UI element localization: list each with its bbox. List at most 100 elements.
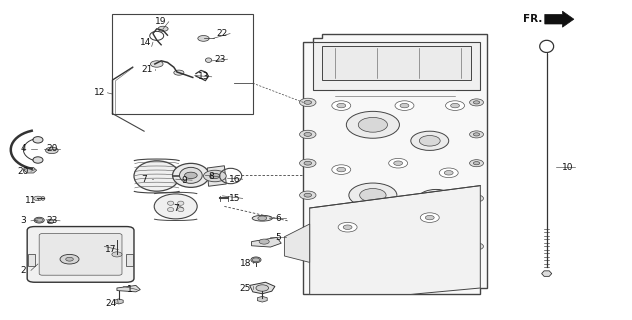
Circle shape <box>300 130 316 139</box>
Circle shape <box>451 103 459 108</box>
Circle shape <box>35 218 43 222</box>
Circle shape <box>420 213 439 222</box>
Circle shape <box>446 101 465 110</box>
Text: 9: 9 <box>181 176 188 185</box>
Text: FR.: FR. <box>523 14 542 24</box>
FancyArrow shape <box>545 11 574 27</box>
Polygon shape <box>250 282 275 294</box>
Circle shape <box>389 158 408 168</box>
Text: 4: 4 <box>21 144 26 153</box>
Circle shape <box>411 131 449 150</box>
Circle shape <box>300 159 316 167</box>
Text: 25: 25 <box>240 284 251 293</box>
Text: 3: 3 <box>20 216 27 225</box>
Circle shape <box>427 194 446 203</box>
Ellipse shape <box>179 167 202 183</box>
Polygon shape <box>303 34 487 294</box>
Ellipse shape <box>252 215 272 221</box>
Circle shape <box>419 136 440 146</box>
Ellipse shape <box>34 217 44 223</box>
Polygon shape <box>313 42 480 90</box>
Text: 20: 20 <box>47 144 58 153</box>
Text: 23: 23 <box>47 216 58 225</box>
Circle shape <box>337 103 346 108</box>
Circle shape <box>418 189 454 207</box>
Ellipse shape <box>134 161 179 191</box>
Text: 20: 20 <box>18 167 29 176</box>
Ellipse shape <box>173 163 209 188</box>
Text: 5: 5 <box>275 233 281 242</box>
Polygon shape <box>284 224 310 262</box>
Circle shape <box>428 251 456 265</box>
Text: 18: 18 <box>240 259 251 268</box>
Circle shape <box>360 188 386 202</box>
Circle shape <box>473 245 480 248</box>
Ellipse shape <box>167 208 174 212</box>
Circle shape <box>470 243 483 250</box>
Circle shape <box>439 168 458 178</box>
Ellipse shape <box>178 208 184 212</box>
Circle shape <box>337 167 346 172</box>
Circle shape <box>343 225 352 229</box>
Polygon shape <box>117 285 140 292</box>
Text: 24: 24 <box>105 299 116 308</box>
Circle shape <box>304 100 312 104</box>
Text: 11: 11 <box>25 196 36 204</box>
Circle shape <box>338 222 357 232</box>
Circle shape <box>46 147 58 154</box>
Circle shape <box>258 216 267 220</box>
Circle shape <box>185 172 197 179</box>
Circle shape <box>473 133 480 136</box>
Circle shape <box>198 36 209 41</box>
Text: 2: 2 <box>21 266 26 275</box>
Polygon shape <box>310 186 480 294</box>
Circle shape <box>300 98 316 107</box>
Circle shape <box>174 70 184 75</box>
Circle shape <box>304 193 312 197</box>
Text: 17: 17 <box>105 245 116 254</box>
Circle shape <box>400 103 409 108</box>
Circle shape <box>362 244 384 255</box>
Circle shape <box>66 257 73 261</box>
Circle shape <box>353 239 393 260</box>
Polygon shape <box>207 166 226 186</box>
Ellipse shape <box>154 194 197 219</box>
Text: 16: 16 <box>229 175 241 184</box>
Circle shape <box>470 99 483 106</box>
Text: 22: 22 <box>217 29 228 38</box>
Circle shape <box>473 101 480 104</box>
Circle shape <box>358 117 387 132</box>
Circle shape <box>204 170 226 182</box>
Ellipse shape <box>33 137 43 143</box>
Ellipse shape <box>167 201 174 205</box>
Polygon shape <box>114 299 123 304</box>
Circle shape <box>300 191 316 199</box>
Circle shape <box>304 161 312 165</box>
Circle shape <box>346 111 399 138</box>
Circle shape <box>210 173 220 179</box>
Circle shape <box>33 196 42 201</box>
Circle shape <box>60 254 79 264</box>
Circle shape <box>425 215 434 220</box>
Text: 23: 23 <box>214 55 226 64</box>
Ellipse shape <box>33 157 43 163</box>
Ellipse shape <box>178 201 184 205</box>
Circle shape <box>259 239 269 244</box>
Circle shape <box>158 26 168 31</box>
Circle shape <box>332 101 351 110</box>
Text: 13: 13 <box>198 72 210 81</box>
Circle shape <box>252 258 260 262</box>
Circle shape <box>256 285 269 291</box>
Polygon shape <box>252 237 281 247</box>
Polygon shape <box>24 167 37 173</box>
Circle shape <box>304 132 312 136</box>
Text: 19: 19 <box>155 17 167 26</box>
Circle shape <box>150 61 163 67</box>
Polygon shape <box>542 271 552 276</box>
Ellipse shape <box>47 219 54 224</box>
Text: 6: 6 <box>275 214 281 223</box>
Polygon shape <box>322 46 471 80</box>
FancyBboxPatch shape <box>27 227 134 282</box>
Text: 7: 7 <box>141 175 147 184</box>
Ellipse shape <box>41 196 45 200</box>
